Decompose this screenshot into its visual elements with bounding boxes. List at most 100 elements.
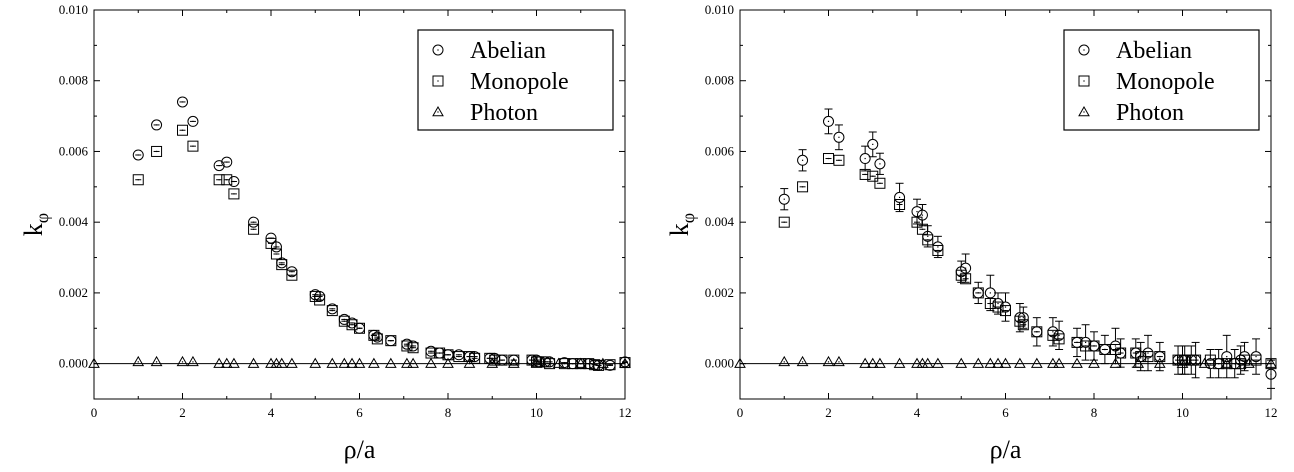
chart2-monopole-point — [874, 177, 886, 189]
chart2-photon-point — [1053, 357, 1065, 368]
chart1-photon-point — [309, 357, 322, 368]
chart2-photon-point — [1265, 357, 1277, 368]
chart1-monopole-point-center-dot — [430, 352, 432, 354]
chart1-abelian-point-center-dot — [343, 318, 345, 321]
chart1-photon-point — [338, 357, 351, 368]
chart2-photon-point-center-dot — [1052, 363, 1054, 365]
chart2-monopole-point — [778, 216, 790, 228]
chart2-abelian-point — [859, 153, 871, 165]
chart1-photon-point — [326, 357, 339, 368]
chart1-monopole-point-center-dot — [291, 274, 293, 276]
chart2-photon-point — [1220, 357, 1233, 368]
chart2-monopole-point — [960, 273, 972, 285]
chart1-photon-point — [597, 357, 609, 368]
chart1-xtick-label: 6 — [356, 405, 363, 420]
chart1-photon-point — [353, 357, 366, 368]
chart2-abelian-point — [894, 191, 906, 203]
chart1-legend-marker-photon-center-dot — [437, 111, 439, 113]
chart1-monopole-point-center-dot — [447, 354, 449, 356]
chart1-xtick-label: 2 — [179, 405, 186, 420]
chart2-abelian-point — [911, 206, 923, 218]
chart2-legend-label-monopole: Monopole — [1116, 69, 1215, 95]
chart1-abelian-point — [221, 156, 233, 168]
chart1-legend-marker-monopole — [432, 75, 444, 87]
chart2-photon-point — [1153, 357, 1166, 368]
chart1-photon-point-center-dot — [447, 363, 449, 365]
chart2-photon-point-center-dot — [898, 363, 901, 365]
chart1-photon-point-center-dot — [93, 363, 95, 365]
chart1-photon-point — [88, 357, 100, 368]
chart1-monopole-point-center-dot — [494, 359, 496, 361]
chart2-monopole-point — [972, 287, 984, 299]
chart2-monopole-point-center-dot — [960, 274, 962, 276]
chart1-photon-point-center-dot — [331, 363, 333, 365]
chart1-abelian-point-center-dot — [412, 345, 414, 347]
chart1-photon-point-center-dot — [343, 363, 345, 365]
chart2-monopole-point-center-dot — [1184, 359, 1186, 361]
chart1-monopole-point-center-dot — [343, 320, 345, 322]
chart2-abelian-point — [1221, 351, 1233, 363]
chart1-monopole-point-center-dot — [275, 253, 278, 255]
chart1-abelian-point — [132, 149, 144, 161]
chart2-photon-point-center-dot — [1159, 363, 1161, 365]
chart2-photon-point — [999, 357, 1012, 368]
chart2-photon-point — [972, 357, 985, 368]
chart2-monopole-point-center-dot — [965, 278, 967, 280]
chart2-monopole-point — [1014, 315, 1026, 327]
chart2-abelian-point-center-dot — [921, 214, 924, 216]
chart2-abelian-point-center-dot — [1209, 363, 1211, 365]
chart2-abelian-point-center-dot — [898, 196, 901, 199]
chart2-monopole-point-center-dot — [1255, 359, 1257, 361]
chart1-legend-box — [417, 29, 614, 131]
chart2-monopole-point — [1031, 326, 1043, 338]
chart2-monopole-point-center-dot — [937, 249, 939, 252]
chart1-legend-marker-monopole-center-dot — [437, 80, 439, 82]
chart2-photon-point-center-dot — [864, 363, 866, 365]
chart1-ytick-label: 0.002 — [59, 285, 88, 300]
chart1-legend-label-photon: Photon — [470, 100, 538, 126]
chart1-monopole-point — [228, 188, 240, 200]
chart2-photon-point-center-dot — [921, 363, 924, 365]
chart1-photon-point — [228, 357, 240, 368]
chart2-abelian-point-center-dot — [927, 235, 929, 237]
chart2-abelian-point-center-dot — [1052, 331, 1054, 333]
chart1-series-photon — [88, 355, 631, 368]
chart2-monopole-point-center-dot — [989, 302, 991, 305]
chart1-abelian-point — [187, 115, 199, 127]
chart1-photon-point-center-dot — [535, 363, 538, 365]
chart1-abelian-point-center-dot — [137, 154, 139, 156]
chart2-monopole-point-center-dot — [1190, 359, 1192, 361]
chart2-photon-point-center-dot — [977, 363, 979, 365]
chart2-y-axis-title: kφ — [665, 213, 698, 236]
chart1-photon-point — [247, 357, 260, 368]
chart2-photon-point-center-dot — [1036, 363, 1038, 365]
chart1-monopole-point — [248, 223, 260, 235]
chart1-monopole-point — [593, 359, 605, 371]
chart2-monopole-point — [955, 269, 967, 281]
chart1-monopole-point-center-dot — [572, 363, 574, 365]
chart1-monopole-point — [338, 315, 350, 327]
chart2-monopole-point-center-dot — [1036, 331, 1038, 333]
chart1-monopole-point-center-dot — [458, 355, 460, 358]
chart1-monopole-point — [132, 174, 144, 186]
chart1-photon-point-center-dot — [192, 361, 194, 363]
chart1-xtick-label: 12 — [619, 405, 632, 420]
chart2-abelian-point — [833, 131, 845, 143]
chart1-photon-point-center-dot — [390, 363, 392, 365]
chart2-series-monopole — [778, 153, 1277, 370]
chart2-monopole-point-center-dot — [1209, 359, 1211, 361]
chart1-abelian-point-center-dot — [351, 322, 353, 324]
chart2-plot: 0 2 4 6 8 10 12 0.000 0.002 0.004 0.006 0.008 0.010 ρ… — [665, 2, 1278, 464]
chart1-photon-point — [407, 357, 419, 368]
chart1-monopole-point-center-dot — [531, 359, 533, 361]
chart2-photon-point — [921, 357, 934, 368]
chart1-photon-point-center-dot — [291, 363, 293, 365]
chart2-abelian-point-center-dot — [1084, 341, 1087, 344]
chart2-abelian-point-center-dot — [864, 157, 866, 160]
chart1-legend-marker-abelian — [432, 44, 444, 56]
chart2-xtick-label: 4 — [914, 405, 921, 420]
chart1-photon-point-center-dot — [275, 363, 278, 365]
chart2-legend-marker-monopole — [1078, 75, 1090, 87]
chart2-xtick-label: 6 — [1002, 405, 1009, 420]
chart2-monopole-point-center-dot — [1093, 345, 1095, 347]
